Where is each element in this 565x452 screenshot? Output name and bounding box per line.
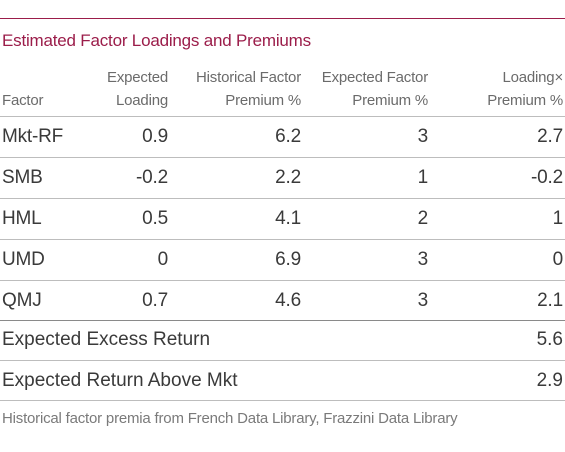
- historical-premium-value: 2.2: [275, 167, 301, 188]
- summary-label: Expected Return Above Mkt: [2, 370, 238, 391]
- factor-name: QMJ: [2, 290, 42, 311]
- table-row: Mkt-RF 0.9 6.2 3 2.7: [0, 117, 565, 157]
- expected-premium-value: 1: [417, 167, 429, 188]
- row-divider: [0, 157, 565, 158]
- header-expected-premium: Expected Factor Premium %: [322, 66, 428, 112]
- header-loading-times-premium-line2: Premium %: [487, 92, 563, 109]
- summary-label: Expected Excess Return: [2, 329, 211, 350]
- historical-premium-value: 6.2: [275, 126, 301, 147]
- row-divider: [0, 280, 565, 281]
- summary-row: Expected Return Above Mkt 2.9: [0, 360, 565, 400]
- row-divider: [0, 198, 565, 199]
- expected-loading-value: 0.7: [142, 290, 168, 311]
- factor-name: HML: [2, 208, 42, 229]
- loading-times-premium-value: 2.1: [537, 290, 563, 311]
- header-expected-premium-line2: Premium %: [352, 92, 428, 109]
- loading-times-premium-value: 1: [552, 208, 564, 229]
- summary-value: 5.6: [536, 329, 563, 350]
- loading-times-premium-value: 0: [552, 249, 564, 270]
- table-title: Estimated Factor Loadings and Premiums: [2, 31, 311, 50]
- top-accent-rule: [0, 18, 565, 19]
- header-historical-premium-line2: Premium %: [225, 92, 301, 109]
- summary-value: 2.9: [536, 370, 563, 391]
- row-divider: [0, 360, 565, 361]
- expected-premium-value: 2: [417, 208, 429, 229]
- expected-loading-value: 0.9: [142, 126, 168, 147]
- header-expected-loading: Expected Loading: [107, 66, 168, 112]
- header-factor: Factor: [2, 92, 44, 109]
- summary-divider: [0, 320, 565, 321]
- factor-name: UMD: [2, 249, 45, 270]
- expected-loading-value: 0: [157, 249, 169, 270]
- header-historical-premium-line1: Historical Factor: [196, 69, 301, 86]
- row-divider: [0, 239, 565, 240]
- historical-premium-value: 6.9: [275, 249, 301, 270]
- expected-premium-value: 3: [417, 249, 429, 270]
- loading-times-premium-value: -0.2: [531, 167, 563, 188]
- header-historical-premium: Historical Factor Premium %: [196, 66, 301, 112]
- loading-times-premium-value: 2.7: [537, 126, 563, 147]
- historical-premium-value: 4.1: [275, 208, 301, 229]
- expected-loading-value: 0.5: [142, 208, 168, 229]
- summary-row: Expected Excess Return 5.6: [0, 319, 565, 359]
- header-loading-times-premium-line1: Loading×: [502, 69, 563, 86]
- table-row: HML 0.5 4.1 2 1: [0, 199, 565, 239]
- header-expected-loading-line2: Loading: [116, 92, 168, 109]
- expected-loading-value: -0.2: [136, 167, 168, 188]
- historical-premium-value: 4.6: [275, 290, 301, 311]
- header-expected-loading-line1: Expected: [107, 69, 168, 86]
- table-row: QMJ 0.7 4.6 3 2.1: [0, 281, 565, 321]
- factor-name: SMB: [2, 167, 43, 188]
- header-loading-times-premium: Loading× Premium %: [487, 66, 563, 112]
- header-divider: [0, 116, 565, 117]
- bottom-rule: [0, 400, 565, 401]
- source-footnote: Historical factor premia from French Dat…: [2, 410, 458, 427]
- table-row: SMB -0.2 2.2 1 -0.2: [0, 158, 565, 198]
- header-expected-premium-line1: Expected Factor: [321, 69, 428, 86]
- factor-name: Mkt-RF: [2, 126, 64, 147]
- table-row: UMD 0 6.9 3 0: [0, 240, 565, 280]
- expected-premium-value: 3: [417, 126, 429, 147]
- expected-premium-value: 3: [417, 290, 429, 311]
